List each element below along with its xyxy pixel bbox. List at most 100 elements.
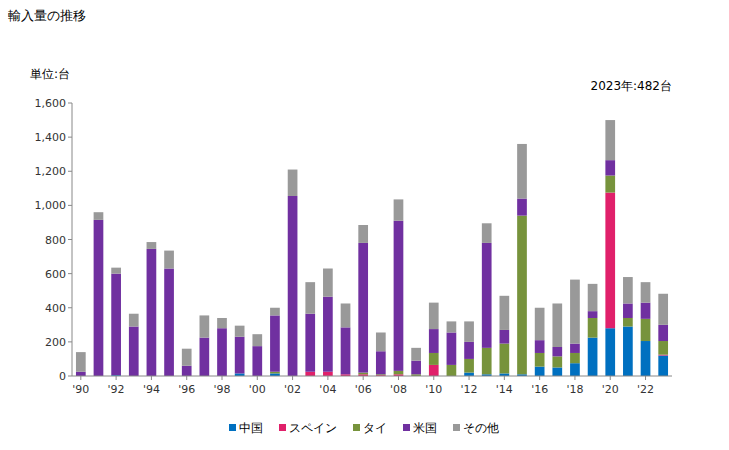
x-tick [80, 376, 81, 380]
bar [305, 314, 315, 372]
x-tick [186, 376, 187, 380]
x-tick-label: '00 [249, 383, 266, 396]
bar [394, 371, 404, 374]
legend-swatch [229, 424, 236, 431]
bar [252, 346, 262, 376]
bar [182, 366, 192, 376]
x-tick [292, 376, 293, 380]
bar [588, 284, 598, 311]
bar [182, 349, 192, 366]
x-tick-label: '16 [531, 383, 548, 396]
y-tick-label: 800 [45, 234, 66, 247]
bar [217, 328, 227, 376]
bar [447, 365, 457, 376]
bar [623, 303, 633, 318]
bar [411, 348, 421, 361]
bar [482, 348, 492, 374]
bar [394, 199, 404, 220]
bar [535, 353, 545, 367]
x-tick-label: '96 [178, 383, 195, 396]
bars [76, 120, 668, 376]
y-tick [68, 341, 72, 342]
bar [323, 372, 333, 376]
bar [376, 351, 386, 374]
bar [641, 282, 651, 302]
bar [588, 311, 598, 318]
bar [288, 196, 298, 376]
legend-swatch [353, 424, 360, 431]
bar [623, 277, 633, 303]
bar [605, 176, 615, 193]
legend: 中国スペインタイ米国その他 [229, 421, 499, 435]
bar [147, 242, 157, 249]
x-tick-label: '92 [108, 383, 125, 396]
y-tick [68, 103, 72, 104]
bar [129, 314, 139, 327]
title: 輸入量の推移 [8, 8, 86, 23]
bar [164, 269, 174, 376]
bar [235, 337, 245, 374]
x-tick [222, 376, 223, 380]
bar [641, 303, 651, 319]
y-tick [68, 376, 72, 377]
legend-swatch [279, 424, 286, 431]
bar [429, 303, 439, 329]
x-tick [257, 376, 258, 380]
bar [94, 220, 104, 376]
bar [341, 303, 351, 327]
bar [217, 318, 227, 328]
bar [658, 325, 668, 341]
bar [641, 341, 651, 376]
y-label: 単位:台 [30, 67, 70, 81]
y-tick [68, 137, 72, 138]
x-tick-label: '94 [143, 383, 160, 396]
legend-label: 米国 [413, 421, 437, 435]
bar [323, 297, 333, 372]
y-tick-label: 1,000 [35, 199, 67, 212]
bar [200, 338, 210, 376]
bar [535, 367, 545, 376]
bar [76, 372, 86, 376]
bar [605, 193, 615, 329]
legend-label: スペイン [289, 421, 337, 435]
x-tick [327, 376, 328, 380]
x-tick [610, 376, 611, 380]
x-tick-label: '06 [355, 383, 372, 396]
bar [429, 353, 439, 365]
bar [305, 282, 315, 314]
x-tick [398, 376, 399, 380]
bar [623, 327, 633, 376]
bar [552, 347, 562, 356]
bar [500, 296, 510, 330]
bar [411, 361, 421, 375]
x-tick [574, 376, 575, 380]
bar [517, 144, 527, 199]
x-axis [72, 376, 672, 377]
bar [200, 315, 210, 337]
y-tick [68, 307, 72, 308]
bar [535, 308, 545, 340]
x-tick-label: '18 [566, 383, 583, 396]
x-tick [504, 376, 505, 380]
bar [358, 243, 368, 373]
bar [623, 318, 633, 327]
bar [252, 334, 262, 346]
bar [535, 340, 545, 353]
bar [270, 315, 280, 371]
bar [552, 367, 562, 376]
bar [482, 223, 492, 243]
x-tick-label: '20 [602, 383, 619, 396]
bar [658, 294, 668, 325]
bar [447, 332, 457, 364]
x-tick-label: '90 [72, 383, 89, 396]
bar [376, 332, 386, 351]
y-tick [68, 273, 72, 274]
bar [129, 327, 139, 376]
bar [588, 318, 598, 338]
x-tick [539, 376, 540, 380]
bar [358, 373, 368, 375]
bar [323, 269, 333, 297]
bar [111, 268, 121, 274]
y-tick [68, 205, 72, 206]
x-tick [151, 376, 152, 380]
